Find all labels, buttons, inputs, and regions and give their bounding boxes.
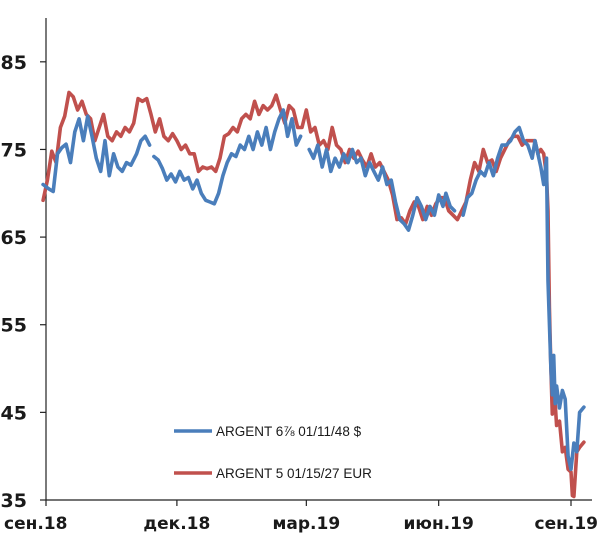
y-tick-label: 45 xyxy=(1,402,27,424)
x-tick-label: сен.19 xyxy=(535,514,598,534)
axes xyxy=(45,18,592,501)
x-tick-label: сен.18 xyxy=(4,514,67,534)
y-tick-label: 35 xyxy=(1,490,27,512)
tick-marks xyxy=(40,61,572,506)
x-tick-label: дек.18 xyxy=(143,514,210,534)
legend-label-series-2: ARGENT 5 01/15/27 EUR xyxy=(216,466,372,481)
series-line-1 xyxy=(41,108,586,472)
x-tick-label: мар.19 xyxy=(273,514,341,534)
y-tick-label: 55 xyxy=(1,315,27,337)
y-tick-label: 85 xyxy=(1,52,27,74)
series-lines xyxy=(41,90,586,499)
legend: ARGENT 6⅞ 01/11/48 $ ARGENT 5 01/15/27 E… xyxy=(174,424,372,481)
y-tick-label: 65 xyxy=(1,227,27,249)
series-line-2 xyxy=(41,90,586,499)
x-tick-label: июн.19 xyxy=(404,514,474,534)
tick-labels: 35 45 55 65 75 85 сен.18 дек.18 мар.19 июн.19 сен.… xyxy=(1,52,598,534)
legend-label-series-1: ARGENT 6⅞ 01/11/48 $ xyxy=(216,424,362,439)
y-tick-label: 75 xyxy=(1,139,27,161)
